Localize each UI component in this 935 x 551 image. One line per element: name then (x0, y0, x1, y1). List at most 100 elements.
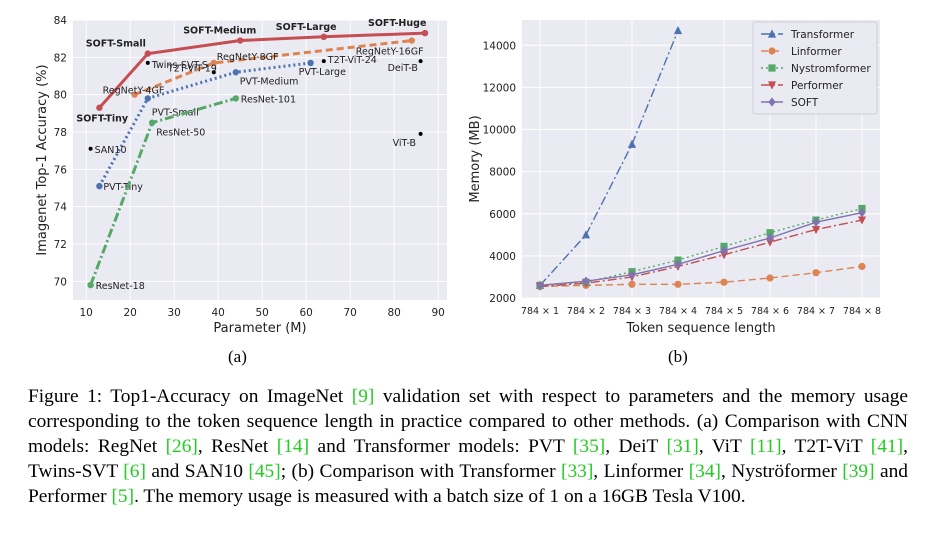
y-tick-label: 2000 (489, 293, 516, 305)
citation-ref: [5] (111, 486, 135, 507)
y-tick-label: 8000 (489, 167, 516, 179)
point-label: PVT-Small (152, 107, 199, 118)
x-tick-label: 784 × 7 (797, 306, 835, 317)
series-line-transformer (539, 30, 679, 286)
data-point (581, 230, 591, 239)
caption-text: , DeiT (605, 436, 667, 457)
y-tick-label: 82 (54, 52, 67, 64)
y-tick-label: 6000 (489, 209, 516, 221)
point-label: RegNetY-16GF (356, 47, 424, 58)
data-point (144, 95, 151, 102)
x-tick-label: 784 × 5 (705, 306, 743, 317)
caption-text: . The memory usage is measured with a ba… (134, 486, 746, 507)
legend-label: Transformer (790, 29, 855, 41)
data-point (144, 50, 151, 57)
citation-ref: [6] (123, 461, 146, 482)
series-line-soft (539, 212, 863, 287)
data-point (96, 104, 103, 111)
data-point (87, 281, 94, 289)
data-point (211, 70, 216, 75)
data-point (149, 119, 156, 126)
citation-ref: [45] (248, 461, 281, 482)
point-label: SOFT-Huge (368, 18, 426, 29)
subfigure-label-b: (b) (668, 347, 688, 366)
data-point (768, 47, 776, 55)
point-label: Twins-SVT-S (151, 60, 208, 71)
data-point (858, 208, 866, 218)
data-point (232, 95, 239, 102)
series-line-pvt (98, 61, 311, 187)
citation-ref: [33] (560, 461, 594, 482)
point-label: SOFT-Small (86, 39, 146, 50)
citation-ref: [41] (870, 436, 904, 457)
y-tick-label: 80 (54, 90, 67, 102)
y-tick-label: 76 (54, 164, 68, 176)
x-tick-label: 784 × 1 (521, 306, 559, 317)
data-point (96, 182, 103, 190)
point-label: SAN10 (95, 145, 127, 156)
y-tick-label: 14000 (483, 40, 516, 52)
y-tick-label: 70 (54, 276, 67, 288)
x-tick-label: 20 (124, 307, 137, 319)
citation-ref: [31] (666, 436, 699, 457)
x-tick-label: 784 × 3 (613, 306, 651, 317)
data-point (628, 270, 636, 280)
series-line-performer (539, 219, 863, 288)
x-axis-label: Token sequence length (625, 321, 775, 336)
citation-ref: [26] (165, 436, 198, 457)
point-label: PVT-Tiny (103, 182, 143, 193)
x-tick-label: 30 (168, 307, 181, 319)
point-label: PVT-Medium (240, 76, 299, 87)
citation-ref: [35] (572, 436, 606, 457)
y-tick-label: 12000 (483, 82, 516, 94)
data-point (812, 269, 820, 277)
data-point (145, 60, 150, 65)
data-point (408, 37, 415, 44)
figure-caption: Figure 1: Top1-Accuracy on ImageNet [9] … (28, 384, 908, 509)
data-point (88, 146, 93, 151)
citation-ref: [39] (842, 461, 875, 482)
caption-text: , ResNet (197, 436, 277, 457)
data-point (628, 280, 636, 288)
series-line-linformer (539, 265, 863, 288)
data-point (237, 37, 244, 44)
point-label: SOFT-Tiny (76, 114, 129, 125)
data-point (674, 259, 682, 269)
caption-text: , Nyströformer (721, 461, 843, 482)
y-axis-label: Memory (MB) (468, 115, 483, 202)
caption-text: validation set with respect to parameter… (28, 386, 908, 457)
data-point (673, 25, 683, 35)
x-tick-label: 784 × 4 (659, 306, 697, 317)
data-point (766, 233, 774, 243)
x-tick-label: 70 (344, 307, 357, 319)
data-point (812, 217, 820, 227)
data-point (321, 59, 326, 64)
chart-a: 10 20 30 40 50 60 70 80 90 70 72 74 76 78 80 82 84 Parame… (35, 15, 447, 336)
data-point (307, 59, 314, 67)
data-point (210, 59, 217, 67)
data-point (767, 81, 777, 90)
y-tick-label: 4000 (489, 251, 516, 263)
y-tick-label: 10000 (483, 125, 516, 137)
caption-text: , Linformer (593, 461, 689, 482)
legend-label: Nystromformer (791, 63, 871, 75)
legend-label: Performer (791, 80, 844, 92)
legend-label: SOFT (791, 97, 819, 109)
y-axis-label: Imagenet Top-1 Accuracy (%) (35, 64, 50, 255)
citation-ref: [14] (276, 436, 310, 457)
data-point (768, 97, 776, 107)
chart-b: 784 × 1 784 × 2 784 × 3 784 × 4 784 × 5 784 ×… (468, 20, 881, 336)
caption-text: and SAN10 (145, 461, 249, 482)
data-point (536, 280, 544, 290)
x-tick-label: 90 (432, 307, 445, 319)
x-tick-label: 784 × 2 (567, 306, 605, 317)
citation-ref: [11] (749, 436, 782, 457)
data-point (766, 229, 774, 237)
data-point (719, 251, 729, 260)
y-tick-label: 72 (54, 239, 67, 251)
x-tick-label: 784 × 8 (843, 306, 881, 317)
data-point (720, 246, 728, 256)
data-point (232, 69, 239, 76)
point-label: ResNet-50 (156, 128, 205, 139)
